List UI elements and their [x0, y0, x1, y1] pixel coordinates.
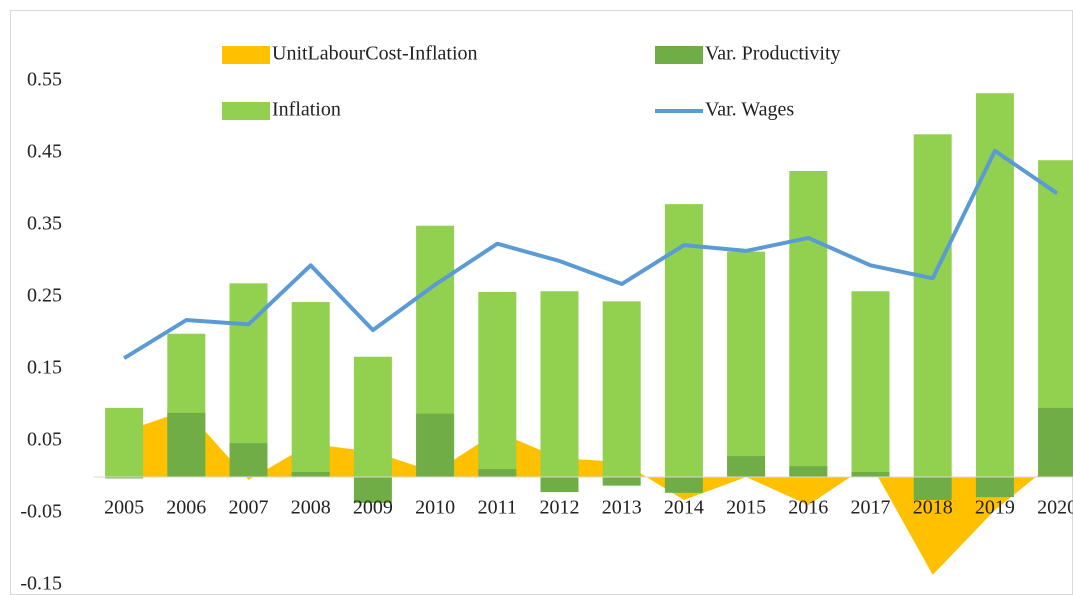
bar — [478, 291, 517, 477]
bar — [105, 407, 144, 477]
x-tick-label: 2015 — [726, 497, 766, 519]
y-tick-label: 0.45 — [27, 141, 62, 163]
bar — [478, 469, 517, 477]
bar — [602, 301, 641, 477]
legend-swatch — [222, 46, 270, 64]
y-tick-label: -0.05 — [20, 501, 62, 523]
bar — [167, 412, 206, 477]
bar — [416, 413, 455, 477]
y-tick-label: 0.25 — [27, 285, 62, 307]
legend-label: UnitLabourCost-Inflation — [272, 43, 478, 65]
legend-label: Inflation — [272, 99, 341, 121]
bar — [851, 291, 890, 477]
bar — [913, 134, 952, 477]
bar — [851, 471, 890, 477]
x-tick-label: 2016 — [788, 497, 828, 519]
bar — [664, 477, 703, 493]
x-tick-label: 2010 — [415, 497, 455, 519]
bar — [291, 471, 330, 477]
bar — [353, 477, 392, 503]
x-tick-label: 2014 — [664, 497, 704, 519]
bar — [913, 477, 952, 501]
bar — [975, 477, 1014, 498]
x-tick-label: 2011 — [478, 497, 517, 519]
line — [123, 148, 1059, 360]
bar — [602, 477, 641, 486]
bar — [353, 356, 392, 477]
bar — [789, 171, 828, 477]
y-tick-label: 0.55 — [27, 69, 62, 91]
bar — [105, 477, 144, 479]
bar — [291, 302, 330, 477]
x-tick-label: 2020 — [1037, 497, 1073, 519]
x-tick-label: 2006 — [166, 497, 206, 519]
bar — [727, 456, 766, 477]
legend-swatch — [655, 46, 703, 64]
bar — [229, 443, 268, 477]
y-tick-label: -0.15 — [20, 573, 62, 595]
legend-label: Var. Productivity — [705, 43, 841, 65]
x-tick-label: 2013 — [602, 497, 642, 519]
bar — [1038, 407, 1073, 477]
x-tick-label: 2012 — [540, 497, 580, 519]
x-tick-label: 2007 — [229, 497, 269, 519]
x-tick-label: 2008 — [291, 497, 331, 519]
bar — [540, 291, 579, 477]
bar — [540, 477, 579, 493]
y-tick-label: 0.35 — [27, 213, 62, 235]
bar — [789, 466, 828, 477]
y-tick-label: 0.15 — [27, 357, 62, 379]
x-tick-label: 2018 — [913, 497, 953, 519]
legend-swatch — [222, 102, 270, 120]
x-tick-label: 2017 — [851, 497, 891, 519]
bar — [664, 204, 703, 477]
bar — [727, 251, 766, 477]
legend-label: Var. Wages — [705, 99, 794, 121]
y-tick-label: 0.05 — [27, 429, 62, 451]
x-tick-label: 2019 — [975, 497, 1015, 519]
x-tick-label: 2005 — [104, 497, 144, 519]
x-tick-label: 2009 — [353, 497, 393, 519]
